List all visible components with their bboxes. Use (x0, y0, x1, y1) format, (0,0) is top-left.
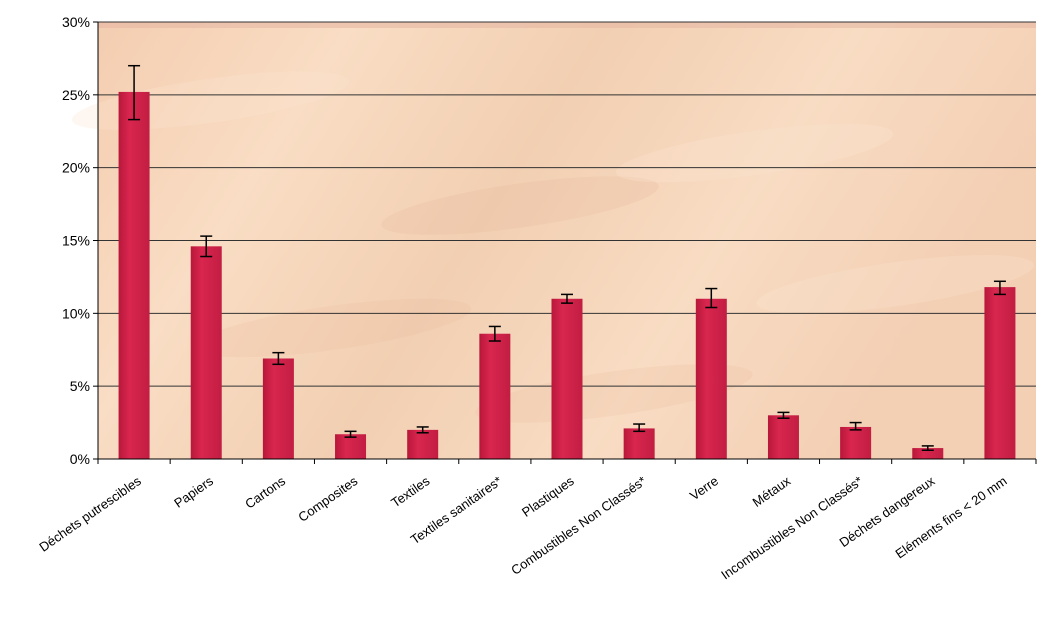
x-category-label: Métaux (750, 473, 794, 510)
y-tick-label: 20% (62, 160, 90, 176)
texture-streak (756, 254, 1034, 314)
texture-top-band (98, 22, 1036, 28)
x-category-label: Plastiques (519, 473, 577, 520)
x-category-label: Combustibles Non Classés* (508, 473, 649, 578)
y-tick-label: 25% (62, 87, 90, 103)
y-tick-label: 15% (62, 233, 90, 249)
bar (767, 415, 799, 459)
x-category-label: Composites (295, 473, 360, 525)
bar (695, 298, 727, 459)
bar (479, 333, 511, 459)
y-tick-label: 0% (70, 451, 90, 467)
bar (335, 434, 367, 459)
x-category-labels: Déchets putrescibles Papiers Cartons Compos… (36, 473, 1009, 583)
y-tick-label: 5% (70, 378, 90, 394)
bar (190, 246, 222, 459)
bar (262, 358, 294, 459)
bar (912, 448, 944, 459)
y-tick-label: 30% (62, 14, 90, 30)
bars (118, 64, 1016, 460)
x-category-label: Textiles (388, 473, 433, 510)
texture-streak (475, 364, 753, 423)
bar (840, 426, 872, 459)
x-category-label: Déchets putrescibles (36, 473, 144, 555)
y-tick-label: 10% (62, 305, 90, 321)
x-category-label: Cartons (242, 473, 288, 512)
x-category-label: Incombustibles Non Classés* (718, 473, 865, 582)
texture-streak (381, 176, 659, 235)
x-category-label: Verre (687, 473, 721, 503)
bar (407, 429, 439, 459)
bar (551, 298, 583, 459)
x-category-label: Papiers (171, 473, 216, 511)
axes (97, 22, 1037, 464)
bar (984, 287, 1016, 459)
bar (623, 428, 655, 459)
y-tick-labels: 0% 5% 10% 15% 20% 25% 30% (62, 14, 90, 467)
bar (118, 91, 150, 460)
